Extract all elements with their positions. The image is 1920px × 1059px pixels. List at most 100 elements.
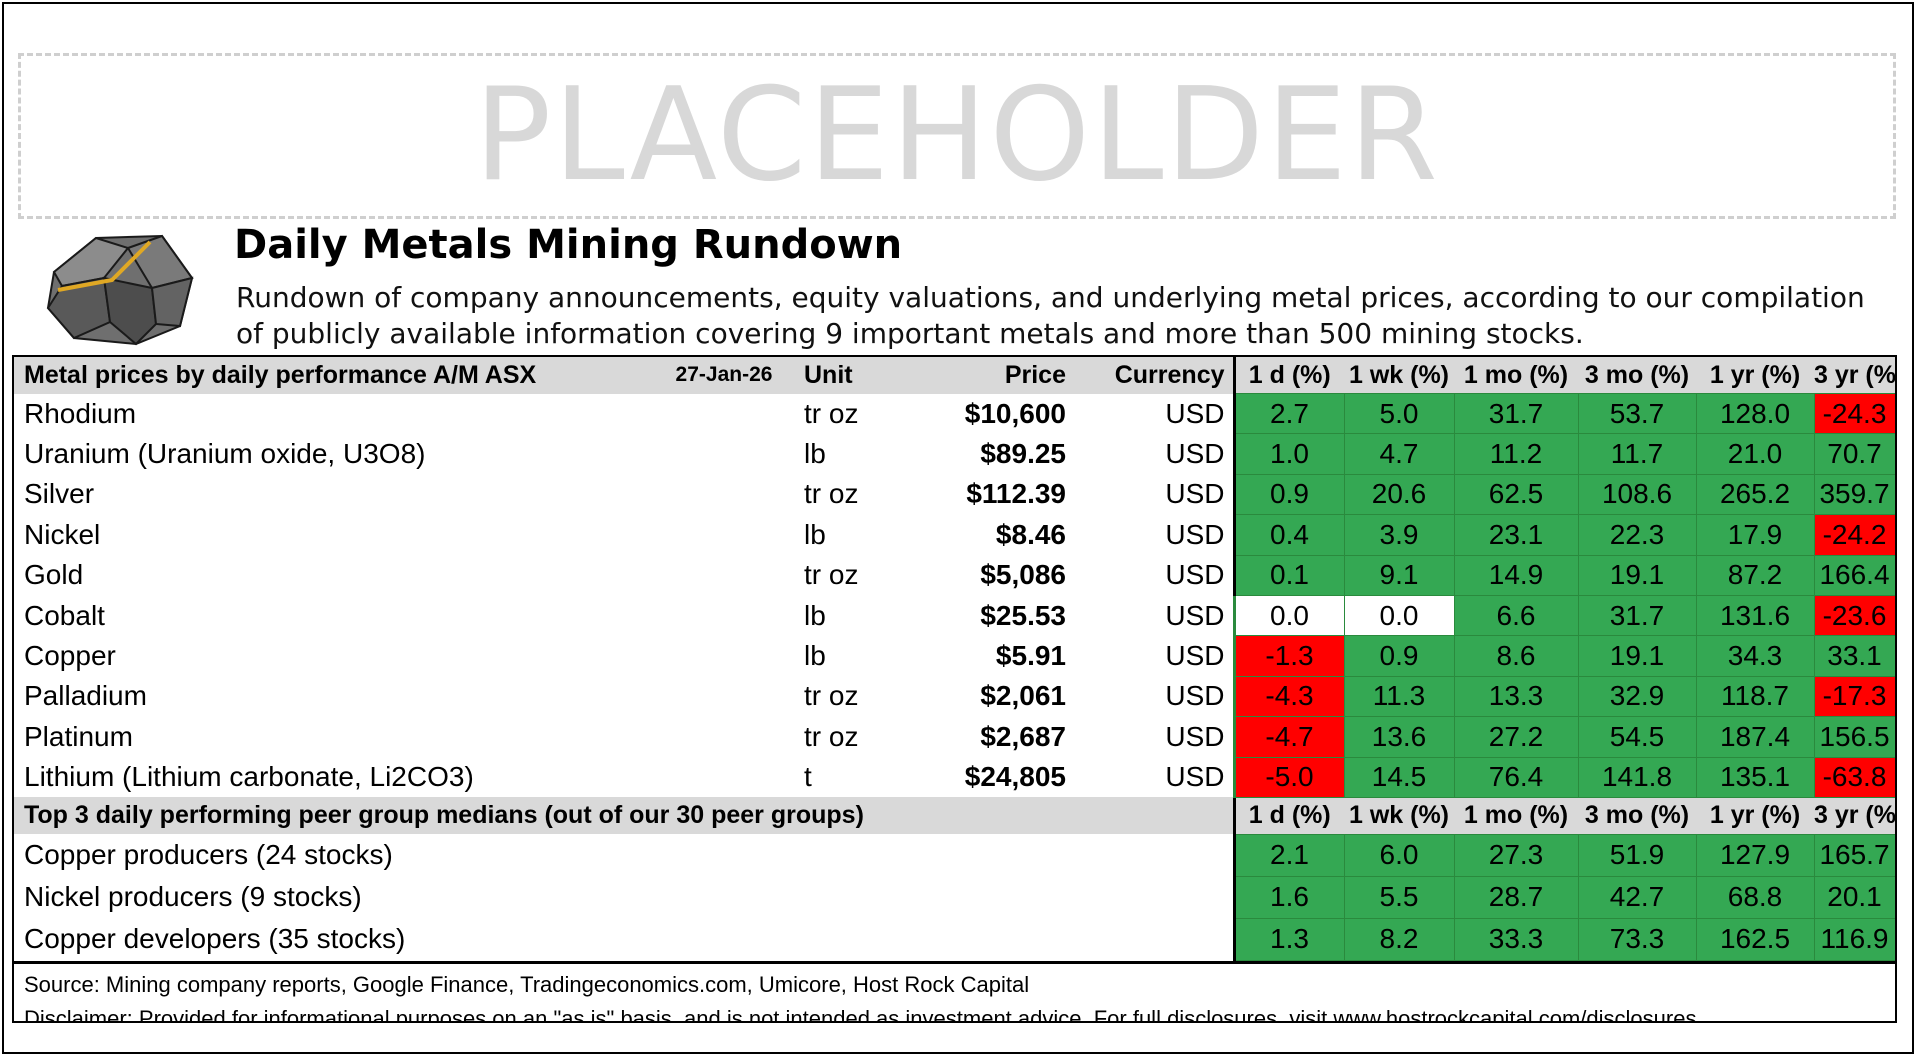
perf-cell: 76.4 <box>1453 756 1579 798</box>
perf-cell: 116.9 <box>1813 917 1895 961</box>
perf-cell: 2.7 <box>1232 392 1345 435</box>
metal-name: Silver <box>24 478 95 510</box>
header-period: 3 mo (%) <box>1578 797 1696 835</box>
peer-header-label: Top 3 daily performing peer group median… <box>14 797 1234 835</box>
metal-unit: tr oz <box>804 397 859 429</box>
perf-cell: 17.9 <box>1695 514 1815 556</box>
metal-currency: USD <box>1165 518 1225 550</box>
peer-row: Copper producers (24 stocks) 2.1 6.0 27.3 51… <box>14 833 1895 877</box>
perf-cell: 20.6 <box>1343 473 1455 516</box>
perf-cell: 5.0 <box>1343 392 1455 435</box>
perf-cell: 1.3 <box>1232 917 1345 961</box>
header-date: 27-Jan-26 <box>654 357 794 394</box>
perf-cell: 54.5 <box>1577 716 1697 758</box>
metal-spacer <box>654 394 794 434</box>
perf-cell: 1.6 <box>1232 875 1345 919</box>
metal-name: Cobalt <box>24 599 105 631</box>
metal-currency: USD <box>1165 599 1225 631</box>
header-period: 3 mo (%) <box>1578 357 1696 394</box>
rundown-table-container: Metal prices by daily performance A/M AS… <box>12 355 1897 1023</box>
metal-name: Uranium (Uranium oxide, U3O8) <box>24 438 426 470</box>
metal-currency: USD <box>1165 397 1225 429</box>
disclaimer-note: Disclaimer: Provided for informational p… <box>24 1005 1703 1023</box>
metals-header-label: Metal prices by daily performance A/M AS… <box>14 357 654 394</box>
metal-spacer <box>654 474 794 514</box>
perf-cell: 166.4 <box>1813 554 1895 596</box>
perf-cell: 0.0 <box>1232 594 1345 637</box>
perf-cell: 8.2 <box>1343 917 1455 961</box>
perf-cell: 14.9 <box>1453 554 1579 596</box>
perf-cell: 51.9 <box>1577 833 1697 877</box>
rock-logo-icon <box>46 234 194 346</box>
perf-cell: -63.8 <box>1813 756 1895 798</box>
perf-cell: 19.1 <box>1577 554 1697 596</box>
metal-unit: lb <box>804 438 826 470</box>
metal-currency: USD <box>1165 680 1225 712</box>
peer-name: Nickel producers (9 stocks) <box>24 881 362 913</box>
perf-cell: 53.7 <box>1577 392 1697 435</box>
peer-name: Copper producers (24 stocks) <box>24 839 393 871</box>
metal-price: $24,805 <box>964 761 1066 793</box>
perf-cell: 2.1 <box>1232 833 1345 877</box>
metal-unit: tr oz <box>804 478 859 510</box>
metal-row: Cobalt lb $25.53 USD 0.0 0.0 6.6 31.7 131.6 -23.6 <box>14 594 1895 637</box>
metals-header-row: Metal prices by daily performance A/M AS… <box>14 357 1895 394</box>
metal-spacer <box>654 595 794 635</box>
perf-cell: -5.0 <box>1232 756 1345 798</box>
perf-cell: 4.7 <box>1343 433 1455 475</box>
perf-cell: -17.3 <box>1813 675 1895 718</box>
metal-row: Rhodium tr oz $10,600 USD 2.7 5.0 31.7 53.7 128.… <box>14 392 1895 435</box>
metal-row: Nickel lb $8.46 USD 0.4 3.9 23.1 22.3 17.9 -24.2 <box>14 514 1895 556</box>
metal-name: Rhodium <box>24 397 137 429</box>
metal-spacer <box>654 555 794 595</box>
perf-cell: 156.5 <box>1813 716 1895 758</box>
metal-price: $8.46 <box>995 518 1066 550</box>
perf-cell: 70.7 <box>1813 433 1895 475</box>
metal-row: Gold tr oz $5,086 USD 0.1 9.1 14.9 19.1 87.2 166.… <box>14 554 1895 596</box>
perf-cell: 265.2 <box>1695 473 1815 516</box>
perf-cell: 0.9 <box>1343 635 1455 677</box>
perf-cell: 31.7 <box>1453 392 1579 435</box>
header-period: 3 yr (%) <box>1814 357 1895 394</box>
header-period: 1 mo (%) <box>1454 357 1578 394</box>
header-period: 1 yr (%) <box>1696 357 1814 394</box>
perf-cell: 118.7 <box>1695 675 1815 718</box>
perf-cell: 68.8 <box>1695 875 1815 919</box>
metal-currency: USD <box>1165 761 1225 793</box>
metal-spacer <box>654 636 794 676</box>
metal-currency: USD <box>1165 559 1225 591</box>
perf-cell: 27.2 <box>1453 716 1579 758</box>
perf-cell: 0.4 <box>1232 514 1345 556</box>
perf-cell: 0.9 <box>1232 473 1345 516</box>
metal-row: Uranium (Uranium oxide, U3O8) lb $89.25 USD… <box>14 433 1895 475</box>
peer-name: Copper developers (35 stocks) <box>24 923 406 955</box>
metal-price: $2,687 <box>980 720 1066 752</box>
metal-unit: lb <box>804 518 826 550</box>
metal-row: Platinum tr oz $2,687 USD -4.7 13.6 27.2 54.5 18… <box>14 716 1895 758</box>
perf-cell: 359.7 <box>1813 473 1895 516</box>
perf-cell: 11.2 <box>1453 433 1579 475</box>
metal-name: Platinum <box>24 720 133 752</box>
perf-cell: 1.0 <box>1232 433 1345 475</box>
metal-unit: lb <box>804 640 826 672</box>
perf-cell: -1.3 <box>1232 635 1345 677</box>
metal-price: $89.25 <box>980 438 1066 470</box>
metal-spacer <box>654 434 794 474</box>
metal-name: Nickel <box>24 518 101 550</box>
header-period: 1 d (%) <box>1232 797 1344 835</box>
metal-spacer <box>654 717 794 757</box>
metal-price: $112.39 <box>966 478 1066 510</box>
header-period: 1 d (%) <box>1232 357 1344 394</box>
metal-price: $5.91 <box>995 640 1066 672</box>
perf-cell: 108.6 <box>1577 473 1697 516</box>
metal-currency: USD <box>1165 720 1225 752</box>
perf-cell: 141.8 <box>1577 756 1697 798</box>
perf-cell: 19.1 <box>1577 635 1697 677</box>
peer-header-row: Top 3 daily performing peer group median… <box>14 797 1895 835</box>
metal-row: Silver tr oz $112.39 USD 0.9 20.6 62.5 108.6 265… <box>14 473 1895 516</box>
perf-cell: 3.9 <box>1343 514 1455 556</box>
perf-cell: -24.2 <box>1813 514 1895 556</box>
metal-name: Gold <box>24 559 84 591</box>
perf-cell: 0.1 <box>1232 554 1345 596</box>
